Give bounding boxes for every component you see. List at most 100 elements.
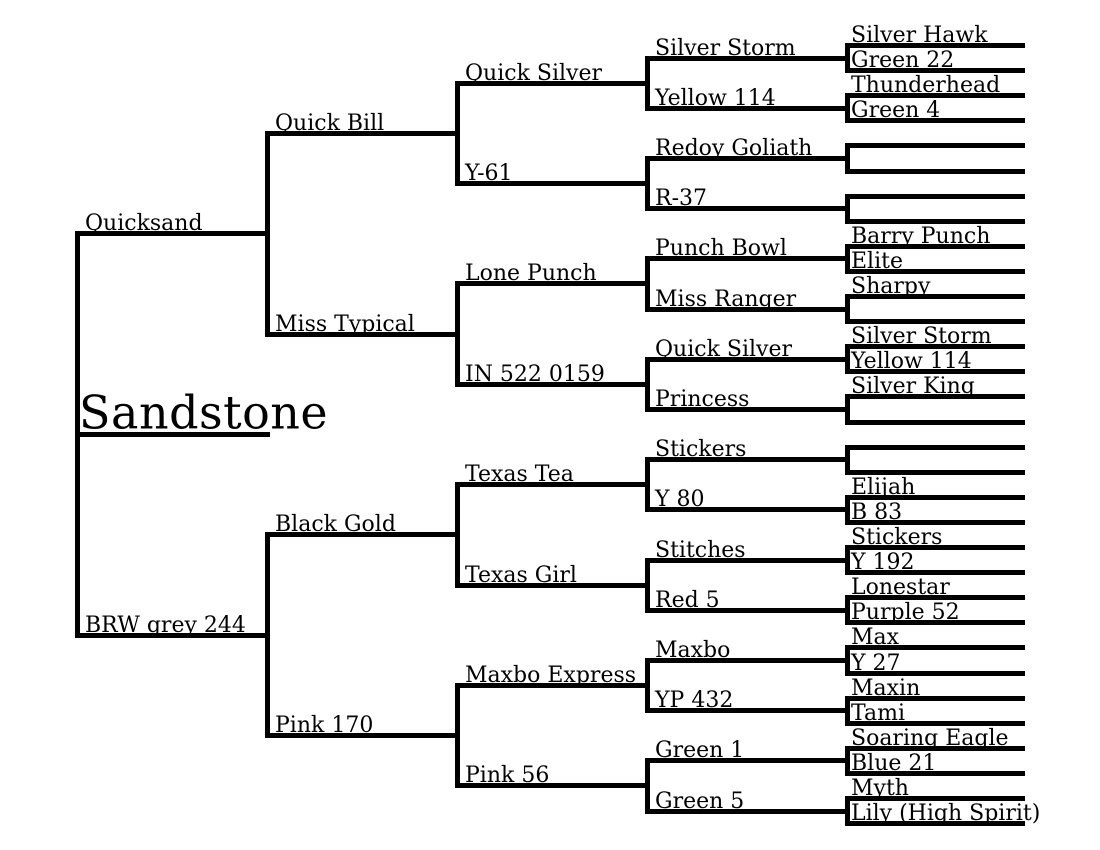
branch-line <box>75 633 270 638</box>
branch-line <box>845 420 1025 425</box>
node-label: Miss Ranger <box>655 286 797 312</box>
branch-line <box>845 495 1025 500</box>
branch-line <box>645 507 850 512</box>
branch-line <box>645 658 850 663</box>
node-label: Elijah <box>851 474 916 500</box>
branch-line <box>845 595 1025 600</box>
node-label: Thunderhead <box>851 72 1001 98</box>
branch-line <box>645 156 850 161</box>
branch-line <box>645 256 850 261</box>
branch-line <box>845 344 1025 349</box>
branch-line <box>455 482 650 487</box>
node-label: B 83 <box>851 499 903 525</box>
node-label: Tami <box>851 700 905 726</box>
node-label: Quick Silver <box>655 336 792 362</box>
branch-line <box>265 532 460 537</box>
branch-line <box>845 470 1025 475</box>
branch-line <box>845 194 1025 199</box>
branch-line <box>845 118 1025 123</box>
branch-line <box>645 307 850 312</box>
node-label: Texas Girl <box>465 562 577 588</box>
branch-line <box>845 821 1025 826</box>
node-label: Maxin <box>851 675 921 701</box>
branch-line <box>645 809 850 814</box>
branch-line <box>845 93 1025 98</box>
branch-line <box>75 231 270 236</box>
branch-line <box>645 357 850 362</box>
branch-line <box>645 56 850 61</box>
branch-line <box>845 620 1025 625</box>
branch-line <box>845 545 1025 550</box>
node-label: Y 27 <box>851 650 901 676</box>
node-label: Green 5 <box>655 788 745 814</box>
node-label: Y-61 <box>465 160 513 186</box>
branch-line <box>845 671 1025 676</box>
node-label: Stickers <box>655 436 747 462</box>
node-label: Lily (High Spirit) <box>851 800 1041 826</box>
branch-line <box>845 319 1025 324</box>
branch-line <box>645 708 850 713</box>
branch-line <box>845 445 1025 450</box>
node-label: Yellow 114 <box>655 85 776 111</box>
node-label: Quick Silver <box>465 60 602 86</box>
branch-line <box>845 143 1025 148</box>
node-label: Barry Punch <box>851 223 991 249</box>
node-label: Stickers <box>851 524 943 550</box>
node-label: Soaring Eagle <box>851 725 1009 751</box>
branch-line <box>645 608 850 613</box>
node-label: Princess <box>655 386 750 412</box>
node-label: Quicksand <box>85 210 203 236</box>
node-label: Black Gold <box>275 511 396 537</box>
node-label: Redoy Goliath <box>655 135 813 161</box>
branch-line <box>845 721 1025 726</box>
branch-line <box>455 181 650 186</box>
branch-line <box>845 645 1025 650</box>
node-label: Pink 170 <box>275 712 374 738</box>
branch-line <box>645 206 850 211</box>
node-label: Quick Bill <box>275 110 385 136</box>
node-label: Myth <box>851 775 909 801</box>
branch-line <box>645 758 850 763</box>
branch-line <box>265 332 460 337</box>
branch-line <box>455 683 650 688</box>
node-label: Lonestar <box>851 574 950 600</box>
node-label: Texas Tea <box>465 461 574 487</box>
branch-line <box>845 294 1025 299</box>
node-label: Silver King <box>851 373 975 399</box>
node-label: Stitches <box>655 537 746 563</box>
node-label: Green 1 <box>655 737 745 763</box>
node-label: Maxbo <box>655 637 731 663</box>
branch-line <box>845 746 1025 751</box>
branch-line <box>845 394 1025 399</box>
root-underline <box>75 432 270 437</box>
node-label: Miss Typical <box>275 311 415 337</box>
branch-line <box>455 81 650 86</box>
branch-line <box>845 696 1025 701</box>
node-label: Red 5 <box>655 587 720 613</box>
node-label: Blue 21 <box>851 750 937 776</box>
branch-line <box>265 131 460 136</box>
node-label: Max <box>851 624 900 650</box>
branch-line <box>845 68 1025 73</box>
node-label: Elite <box>851 248 903 274</box>
branch-line <box>845 796 1025 801</box>
branch-line <box>645 457 850 462</box>
node-label: Silver Storm <box>851 323 992 349</box>
branch-line <box>645 106 850 111</box>
node-label: Punch Bowl <box>655 235 787 261</box>
node-label: R-37 <box>655 185 707 211</box>
branch-line <box>845 269 1025 274</box>
node-label: Y 80 <box>655 486 705 512</box>
node-label: Pink 56 <box>465 762 550 788</box>
root-node-label: Sandstone <box>79 385 329 440</box>
branch-line <box>265 733 460 738</box>
branch-line <box>845 369 1025 374</box>
node-label: Green 4 <box>851 97 941 123</box>
node-label: IN 522 0159 <box>465 361 605 387</box>
branch-line <box>845 219 1025 224</box>
branch-line <box>845 244 1025 249</box>
node-label: Lone Punch <box>465 260 597 286</box>
branch-line <box>645 407 850 412</box>
branch-line <box>845 43 1025 48</box>
